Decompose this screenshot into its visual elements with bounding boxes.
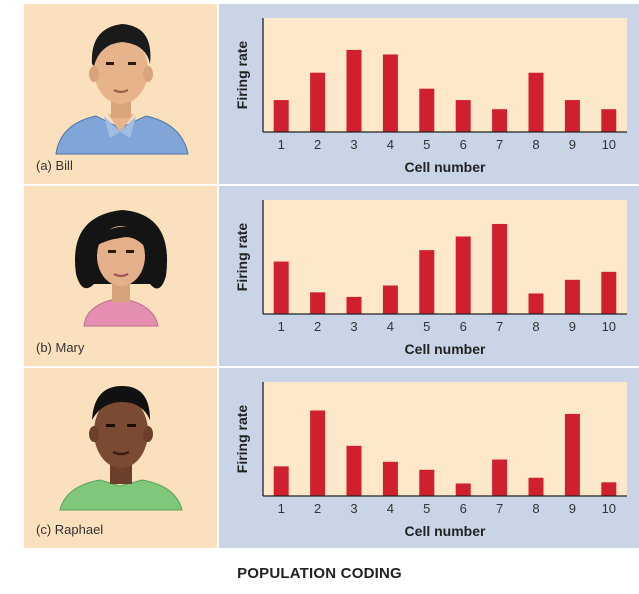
chart-panel-raphael: 1 2 3 4 5 6 7 8 9 10 Cell number Firing rate <box>219 368 639 548</box>
x-tick-label: 8 <box>532 501 539 516</box>
bar-cell-7 <box>492 459 508 496</box>
x-tick-label: 5 <box>423 319 430 334</box>
caption-mary: (b) Mary <box>36 340 85 355</box>
y-axis-label: Firing rate <box>234 223 250 292</box>
x-tick-label: 10 <box>602 137 616 152</box>
x-tick-label: 2 <box>314 319 321 334</box>
bar-cell-9 <box>564 100 580 132</box>
chart-panel-bill: 1 2 3 4 5 6 7 8 9 10 Cell number Firing rate <box>219 4 639 184</box>
row-bill: (a) Bill 1 2 3 4 5 6 7 8 9 10 Cell number Firing ra… <box>24 4 639 184</box>
x-tick-label: 3 <box>350 319 357 334</box>
bar-cell-10 <box>601 271 617 314</box>
bar-cell-6 <box>455 236 471 314</box>
y-axis-label: Firing rate <box>234 41 250 110</box>
bar-cell-5 <box>419 250 435 314</box>
bar-cell-6 <box>455 100 471 132</box>
bar-cell-9 <box>564 279 580 314</box>
x-tick-label: 4 <box>387 501 394 516</box>
bar-cell-7 <box>492 109 508 132</box>
bar-cell-5 <box>419 88 435 132</box>
bar-cell-2 <box>310 410 326 496</box>
bar-chart-raphael: 1 2 3 4 5 6 7 8 9 10 Cell number Firing rate <box>234 382 627 539</box>
row-raphael: (c) Raphael 1 2 3 4 5 6 7 8 9 10 Cell number Firing… <box>24 368 639 548</box>
x-tick-label: 8 <box>532 137 539 152</box>
mary-portrait-illustration <box>74 210 168 327</box>
x-tick-label: 9 <box>569 501 576 516</box>
row-mary: (b) Mary 1 2 3 4 5 6 7 8 9 10 Cell number Firing ra… <box>24 186 639 366</box>
x-tick-label: 6 <box>460 501 467 516</box>
x-tick-label: 9 <box>569 319 576 334</box>
bar-cell-9 <box>564 413 580 496</box>
x-tick-label: 3 <box>350 501 357 516</box>
bar-cell-8 <box>528 72 544 132</box>
x-tick-label: 6 <box>460 319 467 334</box>
bar-cell-8 <box>528 293 544 314</box>
bar-cell-6 <box>455 483 471 496</box>
x-tick-label: 7 <box>496 319 503 334</box>
portrait-panel-raphael: (c) Raphael <box>24 368 217 548</box>
x-tick-label: 5 <box>423 501 430 516</box>
x-tick-label: 7 <box>496 501 503 516</box>
bar-cell-7 <box>492 223 508 314</box>
x-tick-label: 2 <box>314 501 321 516</box>
bar-cell-1 <box>273 261 289 314</box>
x-tick-label: 1 <box>278 319 285 334</box>
x-tick-label: 10 <box>602 501 616 516</box>
bar-cell-10 <box>601 109 617 132</box>
bar-cell-3 <box>346 49 362 132</box>
bar-cell-2 <box>310 292 326 314</box>
caption-bill: (a) Bill <box>36 158 73 173</box>
bar-chart-mary: 1 2 3 4 5 6 7 8 9 10 Cell number Firing rate <box>234 200 627 357</box>
x-tick-label: 3 <box>350 137 357 152</box>
bar-cell-4 <box>382 285 398 314</box>
bar-cell-4 <box>382 54 398 133</box>
x-tick-label: 7 <box>496 137 503 152</box>
chart-panel-mary: 1 2 3 4 5 6 7 8 9 10 Cell number Firing rate <box>219 186 639 366</box>
bar-cell-8 <box>528 477 544 496</box>
x-tick-label: 4 <box>387 137 394 152</box>
x-tick-label: 10 <box>602 319 616 334</box>
y-axis-label: Firing rate <box>234 405 250 474</box>
portrait-panel-mary: (b) Mary <box>24 186 217 366</box>
x-tick-label: 1 <box>278 501 285 516</box>
x-axis-label: Cell number <box>405 523 486 539</box>
x-tick-label: 2 <box>314 137 321 152</box>
x-axis-label: Cell number <box>405 159 486 175</box>
x-tick-label: 8 <box>532 319 539 334</box>
caption-raphael: (c) Raphael <box>36 522 104 537</box>
x-axis-label: Cell number <box>405 341 486 357</box>
portrait-panel-bill: (a) Bill <box>24 4 217 184</box>
bar-cell-5 <box>419 469 435 496</box>
bar-cell-4 <box>382 461 398 496</box>
x-tick-label: 9 <box>569 137 576 152</box>
x-tick-label: 4 <box>387 319 394 334</box>
bar-cell-1 <box>273 466 289 496</box>
bar-cell-1 <box>273 100 289 132</box>
x-tick-label: 1 <box>278 137 285 152</box>
bar-chart-bill: 1 2 3 4 5 6 7 8 9 10 Cell number Firing rate <box>234 18 627 175</box>
raphael-portrait-illustration <box>59 386 183 511</box>
bar-cell-10 <box>601 482 617 496</box>
x-tick-label: 6 <box>460 137 467 152</box>
bar-cell-3 <box>346 296 362 314</box>
bill-portrait-illustration <box>55 24 189 155</box>
figure-title: POPULATION CODING <box>237 565 402 582</box>
bar-cell-2 <box>310 72 326 132</box>
bar-cell-3 <box>346 445 362 496</box>
x-tick-label: 5 <box>423 137 430 152</box>
